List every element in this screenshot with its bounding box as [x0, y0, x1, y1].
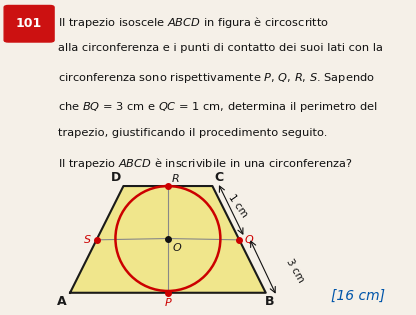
Text: R: R	[171, 174, 179, 184]
Text: B: B	[265, 295, 275, 308]
Text: [16 cm]: [16 cm]	[331, 289, 385, 303]
FancyBboxPatch shape	[4, 5, 54, 42]
Text: trapezio, giustificando il procedimento seguito.: trapezio, giustificando il procedimento …	[58, 128, 328, 138]
Text: Il trapezio $ABCD$ è inscrivibile in una circonferenza?: Il trapezio $ABCD$ è inscrivibile in una…	[58, 156, 353, 171]
Text: S: S	[84, 235, 91, 245]
Text: C: C	[215, 171, 224, 184]
Text: circonferenza sono rispettivamente $P$, $Q$, $R$, $S$. Sapendo: circonferenza sono rispettivamente $P$, …	[58, 71, 375, 85]
Text: Q: Q	[245, 235, 253, 245]
Text: D: D	[111, 171, 121, 184]
Text: 101: 101	[16, 17, 42, 30]
Text: O: O	[172, 243, 181, 253]
Text: P: P	[165, 298, 171, 308]
Text: 3 cm: 3 cm	[285, 257, 306, 284]
Text: Il trapezio isoscele $ABCD$ in figura è circoscritto: Il trapezio isoscele $ABCD$ in figura è …	[58, 14, 329, 30]
Text: che $BQ$ = 3 cm e $QC$ = 1 cm, determina il perimetro del: che $BQ$ = 3 cm e $QC$ = 1 cm, determina…	[58, 100, 378, 114]
Text: 1 cm: 1 cm	[227, 193, 250, 220]
Polygon shape	[70, 186, 266, 293]
Text: alla circonferenza e i punti di contatto dei suoi lati con la: alla circonferenza e i punti di contatto…	[58, 43, 383, 53]
Text: A: A	[57, 295, 67, 308]
